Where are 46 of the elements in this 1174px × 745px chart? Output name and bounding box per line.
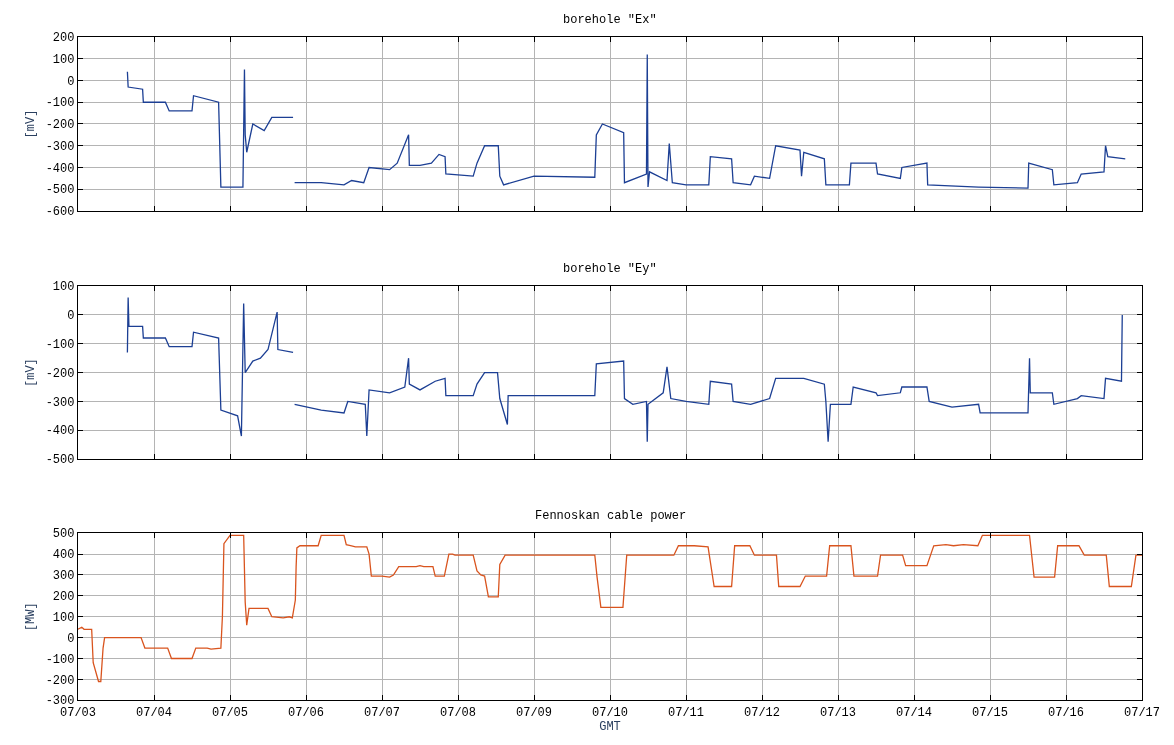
y-axis-title: [mV] — [23, 358, 38, 387]
x-tick-label: 07/06 — [287, 705, 325, 720]
x-tick-label: 07/05 — [211, 705, 249, 720]
y-tick-label: 400 — [52, 548, 75, 563]
x-axis-title: GMT — [599, 719, 621, 734]
y-tick-label: 500 — [52, 527, 75, 542]
y-tick-label: -300 — [45, 139, 75, 154]
x-tick-label: 07/07 — [363, 705, 401, 720]
x-tick-label: 07/17 — [1123, 705, 1161, 720]
x-tick-label: 07/09 — [515, 705, 553, 720]
y-tick-label: -400 — [45, 161, 75, 176]
x-tick-label: 07/13 — [819, 705, 857, 720]
y-tick-label: 0 — [67, 309, 75, 324]
y-tick-label: -400 — [45, 424, 75, 439]
y-axis-title: [mV] — [23, 109, 38, 139]
y-tick-label: 0 — [67, 631, 75, 646]
y-tick-label: 100 — [52, 280, 75, 295]
y-tick-label: -500 — [45, 183, 75, 198]
y-tick-label: -600 — [45, 205, 75, 220]
y-tick-label: -100 — [45, 96, 75, 111]
x-tick-label: 07/08 — [439, 705, 477, 720]
y-tick-label: -100 — [45, 337, 75, 352]
y-tick-label: 100 — [52, 610, 75, 625]
x-tick-label: 07/16 — [1047, 705, 1085, 720]
y-tick-label: -200 — [45, 366, 75, 381]
y-tick-label: 0 — [67, 74, 75, 89]
chart-title: borehole "Ey" — [563, 262, 657, 276]
y-tick-label: -500 — [45, 453, 75, 468]
y-tick-label: 200 — [52, 31, 75, 46]
x-tick-label: 07/14 — [895, 705, 933, 720]
y-tick-label: -200 — [45, 673, 75, 688]
y-tick-label: -300 — [45, 395, 75, 410]
x-tick-label: 07/10 — [591, 705, 629, 720]
x-tick-label: 07/04 — [135, 705, 173, 720]
x-tick-label: 07/03 — [59, 705, 97, 720]
x-tick-label: 07/11 — [667, 705, 705, 720]
x-tick-label: 07/12 — [743, 705, 781, 720]
y-tick-label: 200 — [52, 590, 75, 605]
y-tick-label: 100 — [52, 52, 75, 67]
chart-title: Fennoskan cable power — [535, 509, 687, 523]
y-tick-label: 300 — [52, 569, 75, 584]
y-tick-label: -200 — [45, 118, 75, 133]
chart-title: borehole "Ex" — [563, 13, 657, 27]
y-tick-label: -100 — [45, 652, 75, 667]
x-tick-label: 07/15 — [971, 705, 1009, 720]
y-axis-title: [MW] — [23, 602, 38, 632]
